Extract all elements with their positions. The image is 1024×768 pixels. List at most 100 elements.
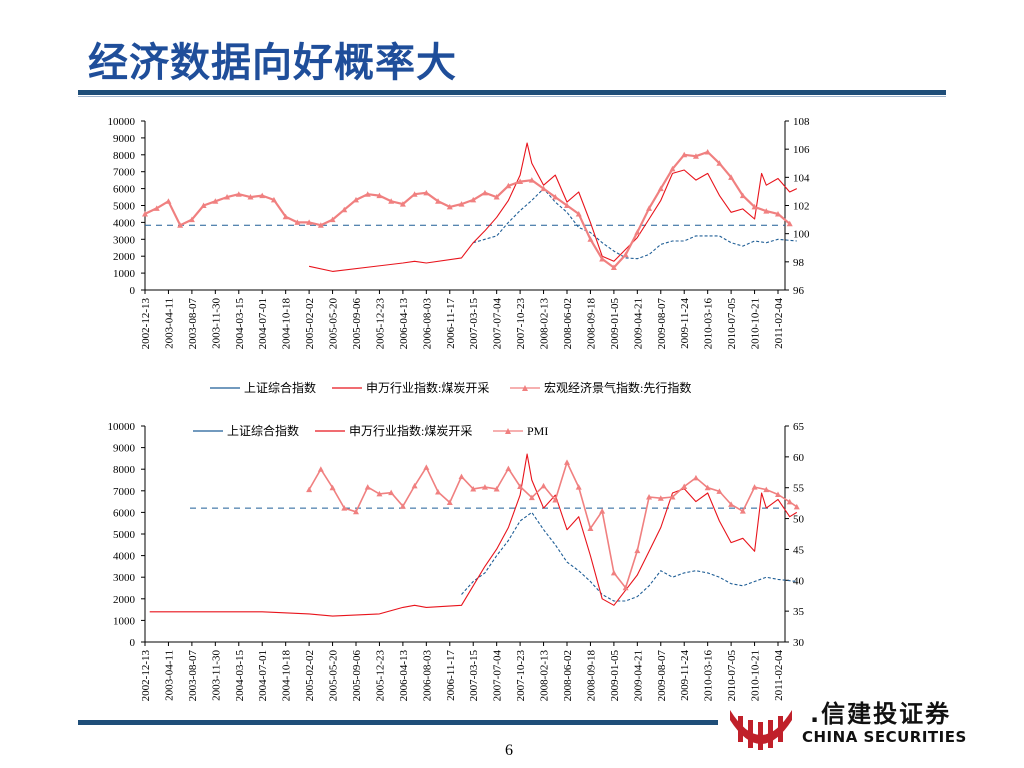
series-point [224,194,231,200]
series-point [692,153,699,159]
logo-emblem-icon [730,710,792,750]
series-point [493,194,500,200]
right-tick-label: 30 [793,637,805,649]
series-point [540,185,547,192]
series-point [599,256,606,262]
x-tick-label: 2009-04-21 [632,298,644,349]
x-tick-label: 2009-08-07 [656,650,668,702]
x-tick-label: 2008-06-02 [562,298,574,349]
company-logo: .信建投证券 CHINA SECURITIES [722,690,972,750]
x-tick-label: 2010-07-05 [726,298,738,350]
left-tick-label: 9000 [113,443,136,455]
x-tick-label: 2007-03-15 [468,298,480,350]
series-point [200,202,207,208]
series-point [364,484,371,490]
series-point [212,198,219,204]
left-tick-label: 2000 [113,251,136,263]
x-tick-label: 2005-05-20 [328,650,340,702]
series-point [681,483,688,489]
series-point [739,508,746,514]
left-tick-label: 5000 [113,201,136,213]
series-point [364,191,371,197]
series-point [470,485,477,492]
x-tick-label: 2004-10-18 [281,298,293,350]
series-point [681,151,688,158]
right-tick-label: 55 [793,483,805,495]
series-point [646,205,653,211]
x-tick-label: 2005-12-23 [374,298,386,350]
x-tick-label: 2010-03-16 [703,650,715,702]
series-point [728,174,735,180]
series-point [353,508,359,515]
legend-label: PMI [527,424,548,438]
x-tick-label: 2004-10-18 [281,650,293,702]
x-tick-label: 2003-08-07 [187,298,199,350]
left-tick-label: 9000 [113,133,136,145]
x-tick-label: 2008-02-13 [539,298,551,350]
series-point [388,198,395,204]
series-line-3 [308,461,798,589]
x-tick-label: 2003-11-30 [210,650,222,701]
x-tick-label: 2009-01-05 [609,298,621,350]
x-tick-label: 2006-04-13 [398,650,410,702]
series-point [481,484,488,490]
series-point [470,196,477,203]
series-point [622,251,629,258]
series-point [259,192,266,199]
x-tick-label: 2003-04-11 [163,298,175,349]
series-point [739,192,746,199]
series-point [423,189,430,196]
right-tick-label: 65 [793,421,805,433]
left-tick-label: 6000 [113,184,136,196]
right-tick-label: 100 [793,229,810,241]
x-tick-label: 2006-11-17 [445,298,457,349]
series-point [775,491,781,498]
series-point [188,216,195,223]
x-tick-label: 2005-09-06 [351,298,363,350]
series-point [306,219,313,225]
right-tick-label: 102 [793,201,810,213]
x-tick-label: 2006-08-03 [421,298,433,350]
series-point [505,182,512,189]
x-tick-label: 2004-03-15 [234,298,246,350]
series-point [775,210,781,217]
series-point [481,189,488,196]
series-point [399,201,406,207]
legend-marker [505,428,511,434]
footer-divider [78,720,718,725]
series-point [716,160,723,166]
series-point [634,547,641,554]
series-point [517,483,524,489]
right-tick-label: 45 [793,544,805,556]
x-tick-label: 2007-07-04 [492,298,504,350]
series-point [306,486,313,493]
series-point [235,191,242,197]
series-point [669,493,676,500]
left-tick-label: 10000 [108,421,136,433]
series-point [786,220,793,227]
series-point [294,219,301,225]
x-tick-label: 2003-11-30 [210,298,222,349]
chart-top: 0 1000 2000 3000 4000 5000 6000 7000 8000 9000 100… [108,116,811,395]
series-point [763,486,770,493]
page-number: 6 [505,742,513,759]
series-point [388,489,395,496]
series-point [411,482,418,489]
series-point [575,484,582,490]
legend-label: 宏观经济景气指数:先行指数 [544,380,691,395]
x-tick-label: 2005-09-06 [351,650,363,702]
series-point [704,484,711,491]
x-tick-label: 2006-04-13 [398,298,410,350]
series-point [505,465,512,472]
right-tick-label: 60 [793,452,805,464]
series-line-1 [473,188,797,260]
x-tick-label: 2007-10-23 [515,298,527,350]
left-tick-label: 7000 [113,486,136,498]
x-tick-label: 2010-10-21 [750,650,762,701]
x-tick-label: 2007-03-15 [468,650,480,702]
x-tick-label: 2011-02-04 [773,650,785,701]
series-point [528,177,535,183]
left-tick-label: 3000 [113,234,136,246]
series-point [458,473,465,480]
series-point [446,203,453,210]
